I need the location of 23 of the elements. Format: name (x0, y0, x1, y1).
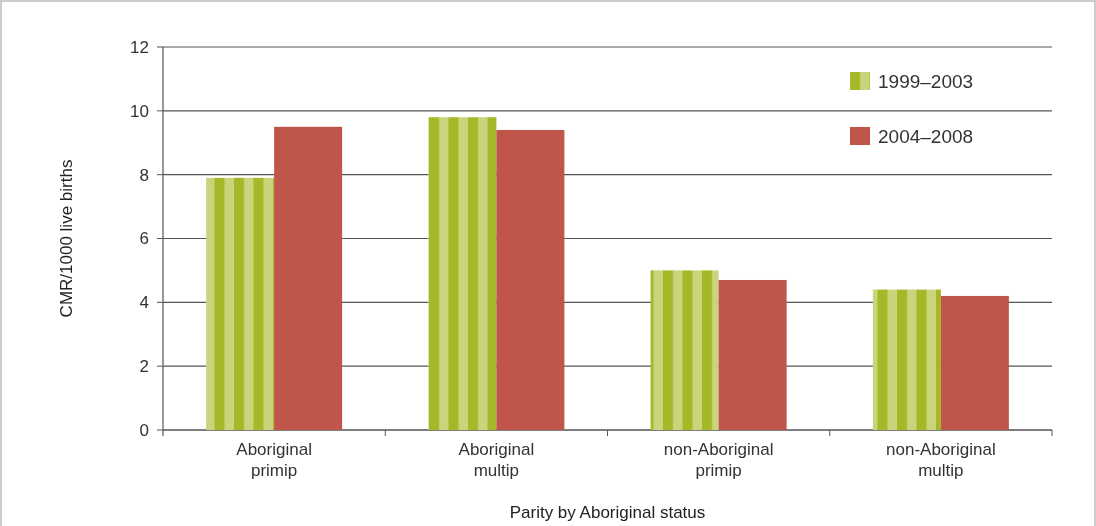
legend-label: 2004–2008 (878, 125, 974, 147)
bar (274, 126, 343, 430)
bar (940, 295, 1009, 430)
bar (428, 117, 497, 430)
bar (650, 270, 719, 430)
y-tick-label: 10 (130, 101, 149, 121)
y-tick-label: 2 (139, 357, 149, 377)
x-axis-title: Parity by Aboriginal status (509, 503, 706, 522)
bar (718, 279, 787, 430)
x-tick-label: Aboriginal multip (458, 440, 535, 480)
x-tick-label: non-Aboriginal multip (886, 440, 996, 480)
legend-label: 1999–2003 (878, 70, 974, 92)
bar (206, 177, 275, 430)
y-axis-title: CMR/1000 live births (57, 159, 76, 318)
bar (872, 289, 941, 430)
y-tick-label: 8 (139, 165, 149, 185)
y-tick-label: 0 (139, 420, 149, 440)
x-tick-label: non-Aboriginal primip (663, 440, 774, 480)
x-tick-label: Aboriginal primip (236, 440, 312, 480)
y-tick-label: 6 (139, 229, 149, 249)
bar (496, 129, 565, 430)
y-tick-label: 4 (139, 293, 149, 313)
y-tick-label: 12 (130, 37, 149, 57)
